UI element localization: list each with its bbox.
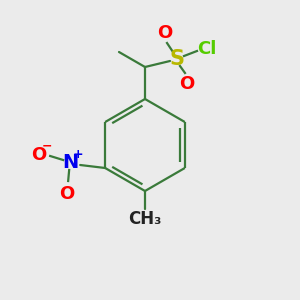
Text: O: O bbox=[179, 75, 195, 93]
Text: +: + bbox=[73, 148, 83, 161]
Text: O: O bbox=[32, 146, 47, 164]
Text: Cl: Cl bbox=[197, 40, 217, 58]
Text: N: N bbox=[62, 154, 78, 172]
Text: CH₃: CH₃ bbox=[128, 210, 162, 228]
Text: O: O bbox=[59, 185, 75, 203]
Text: O: O bbox=[158, 24, 172, 42]
Text: S: S bbox=[169, 49, 184, 69]
Text: −: − bbox=[42, 140, 52, 152]
